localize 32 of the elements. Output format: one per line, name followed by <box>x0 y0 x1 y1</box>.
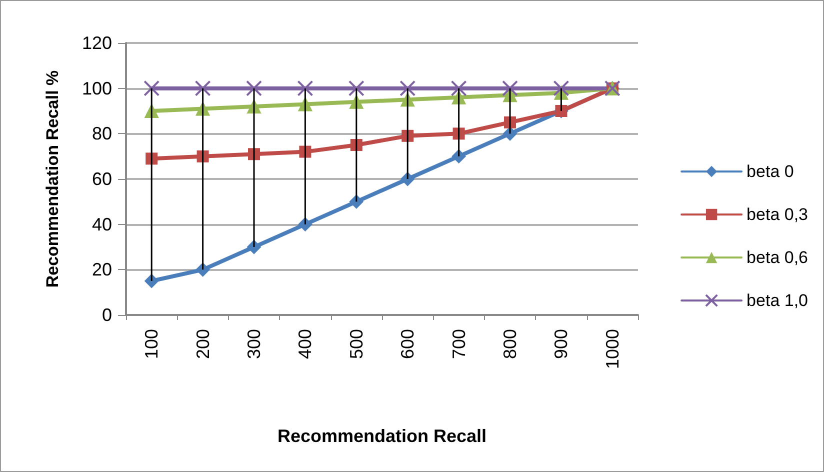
y-axis-title: Recommendation Recall % <box>43 70 62 288</box>
x-tick-label: 500 <box>346 329 366 360</box>
y-tick-label: 60 <box>92 169 112 189</box>
point <box>553 80 570 96</box>
point <box>502 80 518 96</box>
point <box>400 80 416 96</box>
x-tick-label: 200 <box>192 329 213 360</box>
legend-label: beta 0 <box>746 162 794 181</box>
legend-label: beta 0,3 <box>746 205 808 224</box>
x-tick-label: 1000 <box>602 329 622 370</box>
x-tick-label: 600 <box>398 329 418 360</box>
point <box>297 80 314 96</box>
y-tick-label: 100 <box>82 78 112 98</box>
x-tick-label: 400 <box>295 329 316 360</box>
x-tick-label: 700 <box>448 329 469 360</box>
y-tick-label: 120 <box>82 33 112 53</box>
x-tick-label: 100 <box>142 329 162 360</box>
point <box>450 80 467 96</box>
y-tick-label: 40 <box>92 214 112 234</box>
y-tick-label: 0 <box>102 305 112 325</box>
legend-label: beta 1,0 <box>746 291 808 310</box>
x-tick-label: 300 <box>244 329 264 360</box>
x-tick-label: 900 <box>551 329 572 360</box>
x-axis-title: Recommendation Recall <box>277 426 487 446</box>
y-tick-label: 80 <box>92 124 112 144</box>
point <box>194 80 211 96</box>
y-tick-label: 20 <box>92 260 112 280</box>
x-tick-label: 800 <box>500 329 520 360</box>
point <box>246 80 262 96</box>
legend-label: beta 0,6 <box>746 248 808 267</box>
point <box>144 80 160 96</box>
point <box>348 80 364 96</box>
